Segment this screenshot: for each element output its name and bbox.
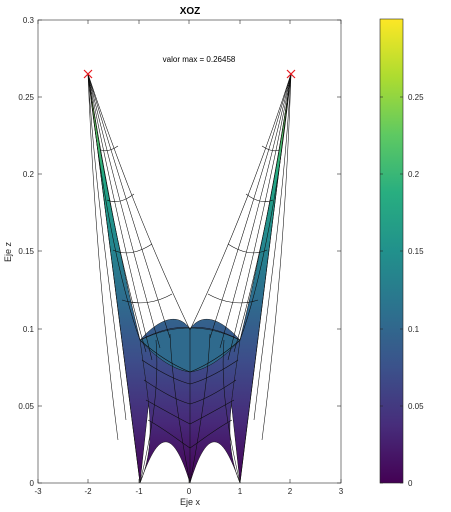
x-tick-label: 3 [339, 487, 344, 496]
x-tick-label: 1 [238, 487, 243, 496]
colorbar-tick-label: 0.1 [408, 325, 420, 334]
y-tick-label: 0.25 [18, 93, 34, 102]
x-axis-label: Eje x [180, 497, 201, 507]
y-tick-label: 0.3 [23, 16, 35, 25]
y-tick-label: 0.05 [18, 402, 34, 411]
y-tick-label: 0.15 [18, 247, 34, 256]
max-value-annotation: valor max = 0.26458 [163, 55, 236, 64]
chart-title: XOZ [180, 6, 201, 17]
x-tick-label: 2 [288, 487, 293, 496]
x-tick-label: -3 [34, 487, 42, 496]
x-tick-labels: -3 -2 -1 0 1 2 3 [34, 487, 343, 496]
main-axes: XOZ [3, 6, 344, 507]
colorbar: 0 0.05 0.1 0.15 0.2 0.25 [380, 19, 424, 488]
colorbar-tick-label: 0.15 [408, 247, 424, 256]
y-axis-label: Eje z [3, 241, 13, 262]
x-tick-label: -1 [135, 487, 143, 496]
colorbar-tick-label: 0.05 [408, 402, 424, 411]
y-tick-labels: 0 0.05 0.1 0.15 0.2 0.25 0.3 [18, 16, 34, 488]
colorbar-tick-label: 0 [408, 479, 413, 488]
colorbar-tick-label: 0.2 [408, 170, 420, 179]
x-tick-label: -2 [84, 487, 92, 496]
y-tick-label: 0.1 [23, 325, 35, 334]
colorbar-gradient [380, 19, 403, 483]
y-tick-label: 0.2 [23, 170, 35, 179]
colorbar-tick-labels: 0 0.05 0.1 0.15 0.2 0.25 [408, 93, 424, 488]
colorbar-tick-label: 0.25 [408, 93, 424, 102]
x-tick-label: 0 [187, 487, 192, 496]
